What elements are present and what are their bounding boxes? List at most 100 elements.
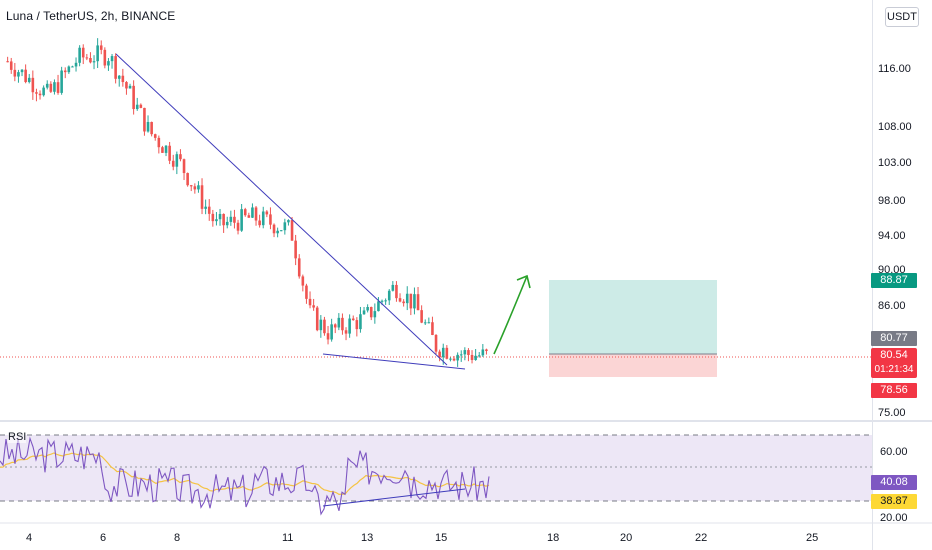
candle-body bbox=[305, 285, 308, 299]
candle-body bbox=[315, 307, 319, 331]
candle-body bbox=[186, 173, 189, 186]
candle-body bbox=[387, 290, 391, 301]
stop-zone[interactable] bbox=[549, 354, 717, 377]
candle-body bbox=[193, 186, 197, 190]
candle-body bbox=[117, 75, 121, 79]
candle-body bbox=[168, 145, 171, 161]
candle-body bbox=[81, 47, 85, 58]
candle-body bbox=[215, 219, 218, 222]
candle-body bbox=[85, 57, 89, 59]
bar-countdown: 01:21:34 bbox=[874, 364, 914, 375]
descending-trendline[interactable] bbox=[115, 53, 448, 366]
current-price-value: 80.54 bbox=[880, 349, 908, 361]
candle-body bbox=[409, 293, 413, 309]
candle-body bbox=[107, 61, 110, 66]
candle-body bbox=[333, 324, 337, 328]
candle-body bbox=[366, 307, 369, 311]
candle-body bbox=[125, 82, 128, 89]
candle-body bbox=[441, 347, 445, 358]
candle-body bbox=[233, 216, 236, 223]
candle-body bbox=[348, 318, 351, 334]
candle-body bbox=[463, 350, 467, 355]
time-tick-6: 6 bbox=[100, 532, 106, 544]
candle-body bbox=[96, 45, 99, 62]
candle-body bbox=[78, 47, 81, 63]
candle-body bbox=[261, 211, 265, 226]
currency-button[interactable]: USDT bbox=[885, 7, 919, 27]
candle-body bbox=[384, 300, 387, 302]
candle-body bbox=[380, 300, 384, 302]
candle-body bbox=[175, 154, 179, 167]
candle-body bbox=[74, 62, 78, 67]
candle-body bbox=[312, 305, 315, 308]
candle-body bbox=[60, 70, 63, 93]
projection-arrow[interactable] bbox=[493, 275, 528, 355]
candle-body bbox=[121, 75, 125, 83]
candle-body bbox=[128, 85, 132, 89]
candle-body bbox=[427, 322, 431, 324]
rsi-ma-tag: 38.87 bbox=[871, 494, 917, 509]
candle-body bbox=[452, 358, 456, 361]
target-zone[interactable] bbox=[549, 280, 717, 354]
candle-body bbox=[45, 83, 49, 88]
candle-body bbox=[132, 85, 135, 110]
candle-body bbox=[344, 330, 348, 334]
candle-body bbox=[265, 211, 269, 215]
candle-body bbox=[438, 351, 441, 358]
candle-body bbox=[24, 69, 27, 83]
candle-body bbox=[38, 93, 42, 96]
time-tick-11: 11 bbox=[282, 532, 293, 544]
candle-body bbox=[27, 77, 31, 83]
price-tick-86: 86.00 bbox=[878, 300, 906, 312]
candle-body bbox=[35, 92, 38, 94]
candle-body bbox=[283, 222, 287, 231]
candle-body bbox=[449, 358, 452, 360]
candle-body bbox=[470, 354, 474, 360]
chart-title: Luna / TetherUS, 2h, BINANCE bbox=[6, 9, 176, 23]
candle-body bbox=[341, 317, 344, 331]
time-tick-4: 4 bbox=[26, 532, 32, 544]
candle-body bbox=[143, 107, 146, 132]
candle-body bbox=[445, 347, 449, 359]
price-tick-98: 98.00 bbox=[878, 195, 906, 207]
candle-body bbox=[71, 66, 74, 68]
candle-body bbox=[398, 298, 402, 302]
candle-body bbox=[6, 61, 9, 63]
candle-body bbox=[326, 333, 330, 340]
candle-body bbox=[459, 354, 463, 356]
candle-body bbox=[420, 310, 423, 323]
candle-body bbox=[373, 311, 377, 318]
candle-body bbox=[17, 72, 20, 77]
candle-body bbox=[481, 349, 485, 356]
candle-body bbox=[56, 82, 60, 93]
candle-body bbox=[251, 207, 254, 218]
candle-body bbox=[351, 318, 355, 321]
candle-body bbox=[179, 154, 182, 160]
candle-body bbox=[243, 209, 247, 216]
candle-body bbox=[240, 209, 243, 231]
candle-body bbox=[222, 213, 225, 226]
candle-body bbox=[146, 121, 150, 132]
time-tick-8: 8 bbox=[174, 532, 180, 544]
support-trendline[interactable] bbox=[322, 353, 466, 370]
candle-body bbox=[258, 220, 261, 226]
candle-body bbox=[49, 83, 53, 92]
entry-price-tag: 80.77 bbox=[871, 331, 917, 346]
candle-body bbox=[114, 56, 117, 79]
price-tick-116: 116.00 bbox=[878, 63, 911, 75]
candle-body bbox=[301, 276, 305, 286]
candle-body bbox=[323, 319, 326, 334]
candle-body bbox=[416, 294, 420, 311]
rsi-divergence-line[interactable] bbox=[322, 488, 466, 507]
candle-body bbox=[92, 61, 96, 63]
rsi-value-tag: 40.08 bbox=[871, 475, 917, 490]
candle-body bbox=[197, 185, 200, 190]
target-price-tag: 88.87 bbox=[871, 273, 917, 288]
time-tick-25: 25 bbox=[806, 532, 818, 544]
rsi-legend-label: RSI bbox=[8, 431, 27, 443]
candle-body bbox=[42, 87, 45, 96]
candle-body bbox=[405, 293, 409, 304]
candle-body bbox=[290, 220, 294, 241]
candle-body bbox=[218, 213, 222, 220]
